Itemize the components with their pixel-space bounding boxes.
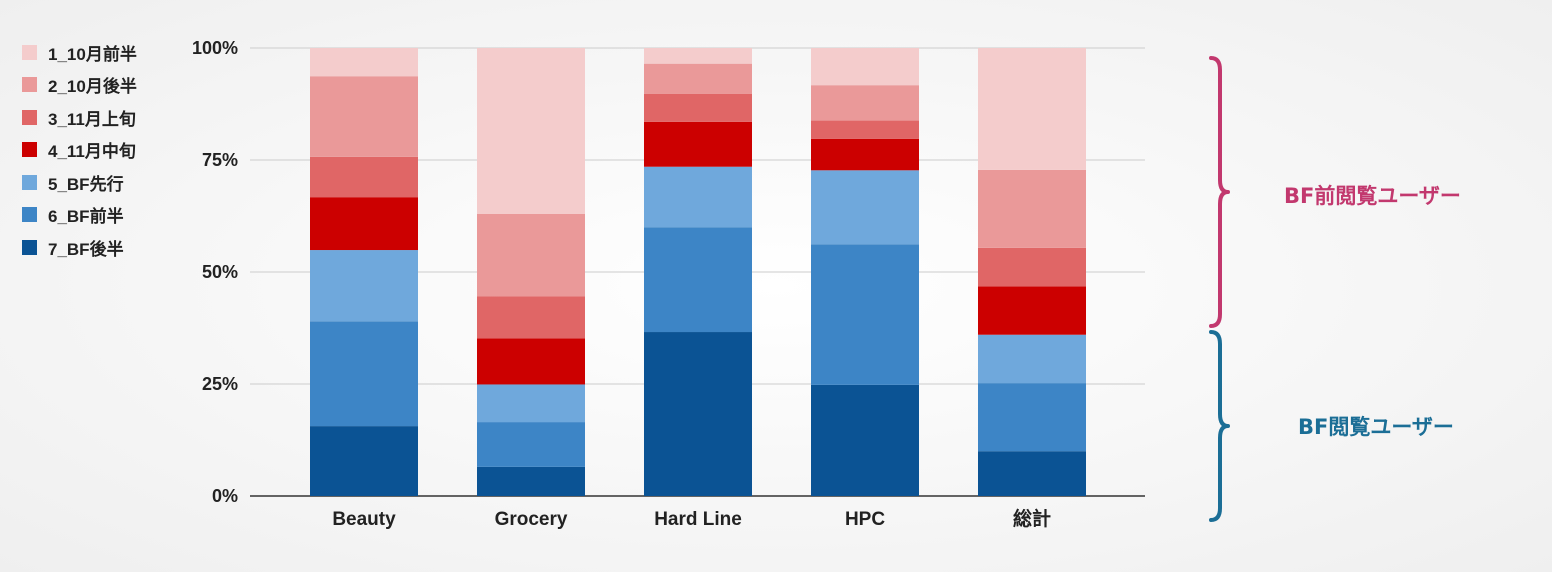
bar-segment	[310, 250, 418, 322]
x-tick-label: Hard Line	[654, 509, 742, 530]
axes: 0% 25% 50% 75% 100% Beauty Grocery Hard Line HPC…	[192, 38, 1051, 530]
bar-segment	[811, 48, 919, 86]
legend-swatch	[22, 174, 37, 190]
legend-item: 1_10月前半	[22, 36, 137, 69]
bar-segment	[811, 120, 919, 139]
bar-segment	[477, 384, 585, 423]
bar-stack-2	[477, 48, 585, 496]
y-tick-label: 25%	[202, 374, 238, 394]
legend-item: 7_BF後半	[22, 231, 137, 264]
y-tick-label: 100%	[192, 38, 238, 58]
bar-segment	[978, 169, 1086, 248]
x-tick-label: HPC	[845, 509, 885, 530]
bar-stack-3	[644, 48, 752, 496]
legend-label: 4_11月中旬	[48, 142, 136, 162]
x-tick-label: Grocery	[495, 509, 568, 530]
bar-segment	[310, 156, 418, 198]
legend-swatch	[22, 207, 37, 223]
bar-segment	[310, 76, 418, 157]
bar-segment	[477, 422, 585, 467]
bar-segment	[978, 247, 1086, 287]
legend-label: 6_BF前半	[48, 207, 124, 227]
legend-item: 5_BF先行	[22, 166, 137, 199]
bar-segment	[644, 63, 752, 94]
bar-segment	[811, 170, 919, 245]
bar-segment	[811, 138, 919, 171]
legend-label: 7_BF後半	[48, 239, 124, 259]
bar-segment	[644, 332, 752, 496]
lower-curly-bracket	[1209, 330, 1230, 522]
legend-swatch	[22, 239, 37, 255]
bar-segment	[310, 321, 418, 427]
bar-segment	[310, 197, 418, 251]
bar-segment	[644, 48, 752, 64]
bar-segment	[644, 227, 752, 333]
legend-label: 3_11月上旬	[48, 109, 136, 129]
bar-segment	[644, 121, 752, 167]
lower-bracket-label: BF閲覧ユーザー	[1298, 415, 1454, 439]
bar-stack-1	[310, 48, 418, 496]
legend-swatch	[22, 44, 37, 60]
legend-item: 6_BF前半	[22, 199, 137, 232]
bar-segment	[811, 384, 919, 496]
bar-segment	[644, 93, 752, 122]
bar-segment	[477, 296, 585, 339]
legend-swatch	[22, 142, 37, 158]
bar-segment	[310, 48, 418, 77]
bar-segment	[477, 466, 585, 496]
upper-bracket-label: BF前閲覧ユーザー	[1284, 184, 1461, 208]
legend-label: 2_10月後半	[48, 77, 137, 97]
legend-label: 5_BF先行	[48, 174, 124, 194]
legend-swatch	[22, 109, 37, 125]
x-tick-label: 総計	[1013, 507, 1051, 530]
bar-stack-4	[811, 48, 919, 496]
bar-segment	[644, 166, 752, 228]
bar-segment	[978, 48, 1086, 170]
bar-segment	[978, 383, 1086, 452]
legend-item: 2_10月後半	[22, 69, 137, 102]
bar-segment	[477, 213, 585, 297]
bar-segment	[477, 338, 585, 385]
bars	[310, 48, 1086, 496]
bar-stack-5	[978, 48, 1086, 496]
chart-legend: 1_10月前半 2_10月後半 3_11月上旬 4_11月中旬 5_BF先行 6_BF前半…	[22, 36, 137, 264]
bar-segment	[477, 48, 585, 214]
bar-segment	[811, 244, 919, 385]
bar-segment	[811, 85, 919, 121]
bar-segment	[978, 334, 1086, 384]
x-tick-label: Beauty	[332, 509, 396, 530]
legend-label: 1_10月前半	[48, 44, 137, 64]
bar-segment	[310, 426, 418, 496]
upper-curly-bracket	[1209, 56, 1230, 328]
legend-item: 4_11月中旬	[22, 134, 137, 167]
legend-item: 3_11月上旬	[22, 101, 137, 134]
bar-segment	[978, 451, 1086, 496]
y-tick-label: 0%	[212, 486, 238, 506]
y-tick-label: 50%	[202, 262, 238, 282]
y-tick-label: 75%	[202, 150, 238, 170]
brackets	[1209, 56, 1230, 522]
legend-swatch	[22, 77, 37, 93]
bar-segment	[978, 286, 1086, 335]
